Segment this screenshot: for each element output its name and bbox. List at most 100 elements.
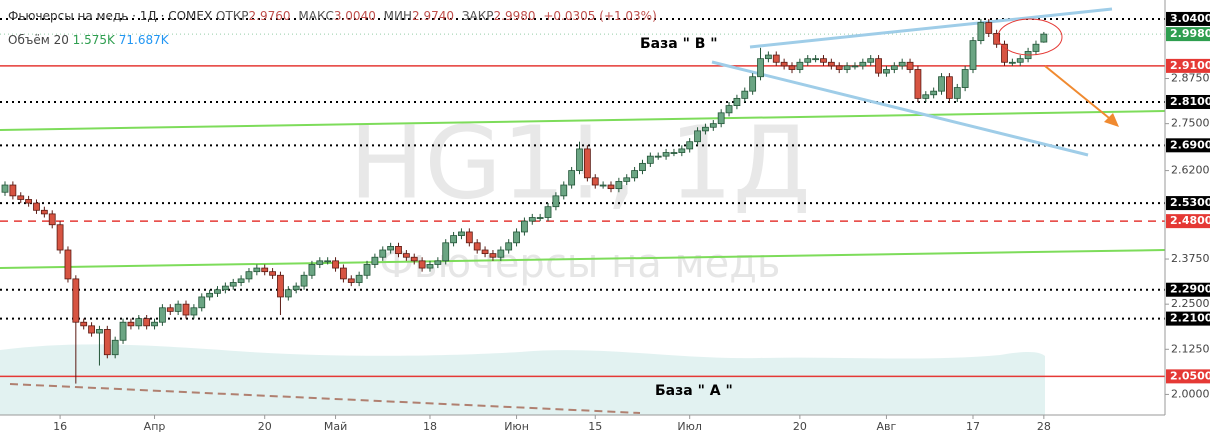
candle-body <box>812 58 820 61</box>
candle-body <box>607 184 615 190</box>
candle-body <box>340 267 347 280</box>
ohlc-label: ОТКР <box>216 9 249 23</box>
arrow-head <box>1104 113 1119 127</box>
candle-body <box>1016 58 1024 63</box>
candle-body <box>725 105 733 114</box>
last-price-box <box>1166 27 1210 42</box>
level-label-box <box>1166 214 1210 229</box>
candle-body <box>308 264 316 276</box>
candle-body <box>859 61 867 67</box>
candle-body <box>379 249 387 258</box>
candle-body <box>206 292 214 298</box>
candle-body <box>135 318 143 327</box>
candle-body <box>151 321 158 327</box>
candle-body <box>300 274 308 287</box>
x-tick-label: Авг <box>877 420 897 433</box>
candle-body <box>481 249 489 255</box>
candle-body <box>930 90 938 96</box>
ohlc-value: 2.9760 <box>248 9 291 23</box>
candle-body <box>119 321 127 341</box>
y-tick-label: 2.3750 <box>1171 252 1210 265</box>
candle-body <box>497 249 505 258</box>
candle-body <box>883 69 890 74</box>
candle-body <box>969 40 977 70</box>
candle-body <box>993 32 1001 45</box>
candle-body <box>662 152 670 157</box>
candle-body <box>835 65 843 70</box>
candle-body <box>670 152 678 154</box>
candle-body <box>843 65 851 70</box>
candle-body <box>450 235 457 244</box>
ohlc-value: 2.9740 <box>412 9 455 23</box>
y-tick-label: 2.2500 <box>1171 297 1210 310</box>
candle-body <box>631 170 638 179</box>
candle-body <box>237 278 245 283</box>
ohlc-label: МАКС <box>298 9 334 23</box>
annotation: База " B " <box>640 36 718 52</box>
candle-body <box>190 307 198 316</box>
level-label-box <box>1166 369 1210 384</box>
candle-body <box>56 224 64 251</box>
candle-body <box>395 246 402 255</box>
candle-body <box>639 162 646 171</box>
candle-body <box>623 177 631 182</box>
candle-body <box>332 260 339 269</box>
candle-body <box>292 285 300 291</box>
candle-body <box>938 76 945 92</box>
level-label-box <box>1166 196 1210 211</box>
candle-body <box>796 61 804 70</box>
x-tick-label: 17 <box>966 420 980 433</box>
trend-line <box>9 383 641 414</box>
candle-body <box>615 181 623 190</box>
candle-body <box>694 130 701 143</box>
candle-body <box>898 61 906 67</box>
x-tick-label: Июн <box>504 420 529 433</box>
candle-body <box>591 177 599 186</box>
y-tick-label: 2.6200 <box>1171 164 1210 177</box>
volume-legend: Объём 20 1.575K 71.687K <box>8 33 169 47</box>
candle-body <box>568 170 576 186</box>
candle-body <box>741 90 749 99</box>
candle-body <box>922 94 930 99</box>
level-label: 2.8100 <box>1170 95 1210 108</box>
candle-body <box>64 249 72 280</box>
candle-body <box>875 58 882 74</box>
candle-body <box>906 61 914 70</box>
level-label-box <box>1166 11 1210 26</box>
candle-body <box>678 148 686 153</box>
candle-body <box>654 155 662 158</box>
candle-body <box>513 231 520 244</box>
candle-body <box>80 321 88 327</box>
x-tick-label: 28 <box>1037 420 1051 433</box>
candle-body <box>324 260 332 263</box>
candle-body <box>72 278 80 323</box>
x-tick-label: 20 <box>793 420 807 433</box>
candle-body <box>17 195 25 200</box>
candle-body <box>40 209 48 215</box>
candle-body <box>1032 43 1040 52</box>
candle-body <box>764 54 772 60</box>
candle-body <box>1001 43 1008 63</box>
candle-body <box>709 123 717 128</box>
candle-body <box>426 264 434 269</box>
candle-body <box>505 242 513 251</box>
x-tick-label: Июл <box>677 420 702 433</box>
candle-body <box>646 155 654 164</box>
volume-area <box>0 344 1045 415</box>
candle-body <box>528 217 536 222</box>
candle-body <box>544 206 552 218</box>
candle-body <box>576 148 583 171</box>
level-label: 2.2100 <box>1170 312 1210 325</box>
candle-body <box>820 58 827 63</box>
candle-body <box>914 69 922 99</box>
candle-body <box>96 329 103 334</box>
candle-body <box>867 58 875 63</box>
candle-body <box>552 195 560 208</box>
candle-body <box>261 267 269 273</box>
candle-body <box>702 126 709 132</box>
candle-body <box>143 318 151 327</box>
level-label: 2.4800 <box>1170 214 1210 227</box>
y-tick-label: 2.8750 <box>1171 72 1210 85</box>
